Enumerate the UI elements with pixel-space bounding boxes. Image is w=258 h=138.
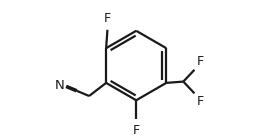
Text: F: F (133, 124, 140, 137)
Text: N: N (54, 79, 64, 92)
Text: F: F (197, 95, 204, 108)
Text: F: F (104, 12, 111, 25)
Text: F: F (197, 55, 204, 68)
